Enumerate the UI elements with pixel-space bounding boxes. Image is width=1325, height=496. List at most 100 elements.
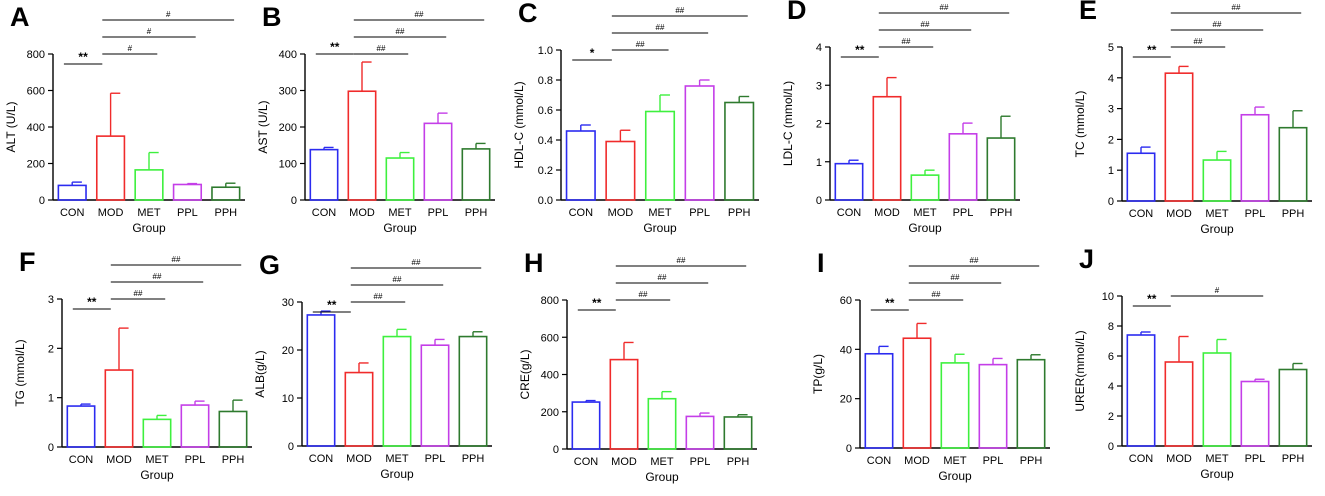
y-tick-label-f: 1	[48, 393, 54, 405]
x-tick-label-d: PPL	[953, 207, 974, 219]
bar-g-met	[382, 335, 412, 447]
bar-h-con	[571, 401, 601, 450]
bar-a-ppl	[172, 183, 203, 201]
bar-a-pph	[211, 186, 241, 201]
y-tick-label-a: 400	[27, 122, 45, 134]
x-tick-label-f: PPH	[222, 454, 245, 466]
significance-label-f: ##	[153, 272, 162, 281]
x-tick-label-e: CON	[1129, 208, 1154, 220]
y-tick-label-c: 0.4	[538, 135, 553, 147]
bar-e-con	[1126, 152, 1156, 202]
y-axis-title-d: LDL-C (mmol/L)	[781, 81, 795, 166]
panel-i: I 0 20 40 60 TP(g/L) CON MOD MET PPL PPH Group ** ## #…	[811, 248, 1050, 483]
significance-label-c: ##	[656, 23, 665, 32]
panel-f: F 0 1 2 3 TG (mmol/L) CON MOD MET PPL PPH Group ** ##…	[13, 247, 252, 482]
y-tick-label-e: 2	[1108, 134, 1114, 146]
y-tick-label-j: 2	[1108, 411, 1114, 423]
y-tick-label-h: 600	[541, 332, 559, 344]
bar-a-con	[57, 184, 87, 201]
x-tick-label-e: PPL	[1245, 208, 1266, 220]
y-tick-label-b: 100	[279, 159, 297, 171]
x-tick-label-c: MOD	[608, 207, 634, 219]
x-tick-label-f: PPL	[185, 454, 206, 466]
bar-e-ppl	[1240, 113, 1270, 202]
x-tick-label-c: PPL	[689, 207, 710, 219]
y-axis-title-e: TC (mmol/L)	[1073, 91, 1087, 158]
bar-i-con	[864, 352, 894, 449]
y-axis-title-g: ALB(g/L)	[253, 350, 267, 397]
panel-h-letter: H	[524, 248, 544, 278]
y-tick-label-i: 40	[840, 344, 852, 356]
y-tick-label-d: 0	[816, 195, 822, 207]
y-axis-title-c: HDL-C (mmol/L)	[512, 81, 526, 168]
y-tick-label-a: 600	[27, 86, 45, 98]
bar-a-met	[134, 169, 164, 201]
x-axis-title-j: Group	[1200, 467, 1234, 481]
y-tick-label-b: 400	[279, 49, 297, 61]
x-tick-label-b: PPH	[465, 207, 488, 219]
significance-label-i: ##	[970, 256, 979, 265]
x-tick-label-c: PPH	[728, 207, 751, 219]
y-tick-label-d: 1	[816, 157, 822, 169]
x-tick-label-b: CON	[312, 207, 337, 219]
significance-label-h: ##	[658, 273, 667, 282]
y-axis-title-j: URER(mmol/L)	[1073, 330, 1087, 411]
x-tick-label-f: CON	[69, 454, 94, 466]
bar-f-ppl	[180, 404, 210, 448]
panel-g-letter: G	[259, 250, 280, 280]
significance-label-h: **	[592, 296, 602, 310]
bar-c-mod	[605, 140, 636, 201]
x-tick-label-h: PPH	[727, 456, 750, 468]
x-tick-label-a: CON	[60, 207, 85, 219]
y-tick-label-c: 1.0	[538, 45, 553, 57]
panel-d: D 0 1 2 3 4 LDL-C (mmol/L) CON MOD MET PPL PPH Group…	[781, 0, 1020, 235]
y-tick-label-d: 3	[816, 80, 822, 92]
y-tick-label-a: 800	[27, 49, 45, 61]
y-tick-label-g: 30	[282, 297, 294, 309]
panel-j-letter: J	[1079, 244, 1094, 274]
significance-label-f: ##	[172, 255, 181, 264]
x-axis-title-f: Group	[140, 468, 174, 482]
y-tick-label-h: 400	[541, 370, 559, 382]
bar-b-pph	[461, 148, 491, 201]
x-tick-label-j: PPH	[1282, 453, 1305, 465]
bar-b-ppl	[423, 122, 453, 201]
x-tick-label-c: MET	[648, 207, 672, 219]
panel-g: G 0 10 20 30 ALB(g/L) CON MOD MET PPL PPH Group ** ##…	[253, 250, 492, 481]
y-tick-label-d: 4	[816, 42, 822, 54]
x-tick-label-j: MET	[1205, 453, 1229, 465]
y-tick-label-f: 3	[48, 294, 54, 306]
significance-label-a: #	[166, 10, 171, 19]
significance-label-a: #	[147, 27, 152, 36]
x-tick-label-i: MET	[943, 455, 967, 467]
significance-label-b: **	[330, 40, 340, 54]
x-axis-title-d: Group	[908, 221, 942, 235]
x-tick-label-e: PPH	[1282, 208, 1305, 220]
x-axis-title-i: Group	[938, 469, 972, 483]
y-axis-title-a: ALT (U/L)	[4, 102, 18, 153]
bar-d-met	[910, 174, 940, 201]
x-tick-label-h: CON	[574, 456, 599, 468]
x-tick-label-g: MOD	[346, 453, 372, 465]
panel-j: J 0 2 4 6 8 10 URER(mmol/L) CON MOD MET PPL PPH Group…	[1073, 244, 1312, 481]
x-tick-label-i: PPL	[983, 455, 1004, 467]
significance-label-g: ##	[412, 258, 421, 267]
panel-c: C 0.0 0.2 0.4 0.6 0.8 1.0 HDL-C (mmol/L) CON MOD M…	[512, 0, 759, 235]
bar-i-mod	[902, 337, 932, 449]
x-tick-label-i: CON	[867, 455, 892, 467]
x-tick-label-i: PPH	[1020, 455, 1043, 467]
significance-label-i: ##	[951, 273, 960, 282]
bar-c-con	[565, 130, 596, 201]
y-axis-title-i: TP(g/L)	[811, 354, 825, 394]
panel-c-letter: C	[518, 0, 538, 28]
significance-label-d: ##	[902, 37, 911, 46]
x-tick-label-j: PPL	[1245, 453, 1266, 465]
x-tick-label-e: MOD	[1166, 208, 1192, 220]
significance-label-e: ##	[1213, 20, 1222, 29]
x-tick-label-g: PPL	[425, 453, 446, 465]
significance-label-h: ##	[639, 290, 648, 299]
y-tick-label-e: 5	[1108, 42, 1114, 54]
significance-label-e: ##	[1194, 37, 1203, 46]
panel-b: B 0 100 200 300 400 AST (U/L) CON MOD MET PPL PPH Gr…	[256, 2, 495, 235]
y-axis-title-h: CRE(g/L)	[518, 349, 532, 399]
